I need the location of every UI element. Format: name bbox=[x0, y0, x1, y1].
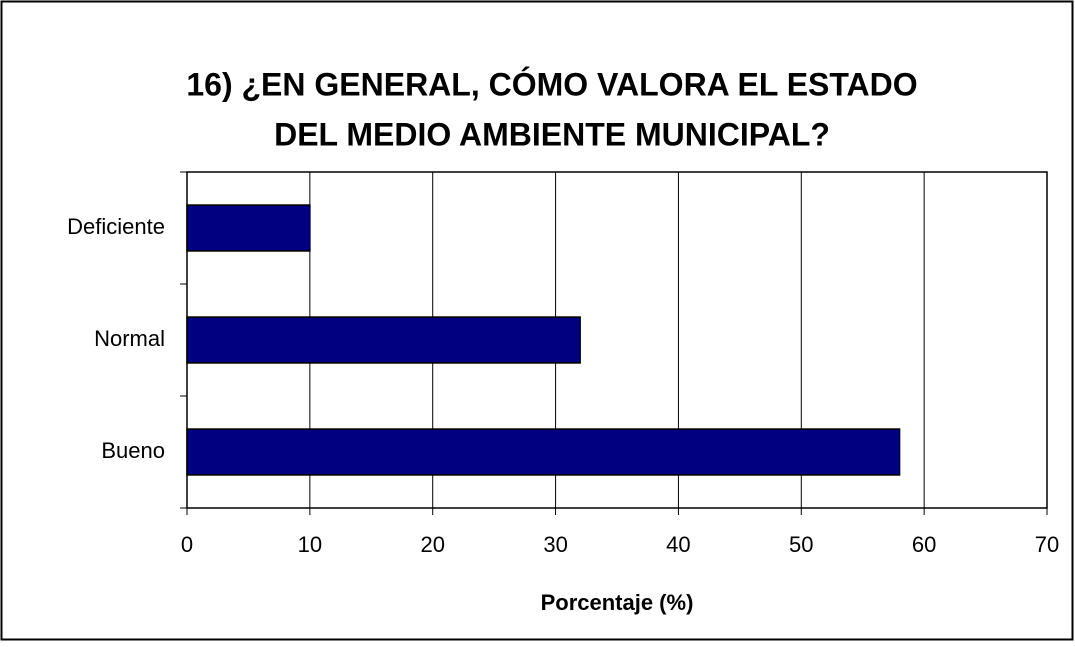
plot-border bbox=[186, 171, 1048, 509]
x-tick-label: 0 bbox=[181, 532, 193, 557]
y-tick-label: Normal bbox=[94, 326, 165, 351]
x-tick-label: 40 bbox=[666, 532, 690, 557]
y-tick-label: Bueno bbox=[101, 438, 165, 463]
x-tick-label: 20 bbox=[420, 532, 444, 557]
x-tick-label: 10 bbox=[298, 532, 322, 557]
chart-title: DEL MEDIO AMBIENTE MUNICIPAL? bbox=[274, 116, 830, 152]
x-axis-label: Porcentaje (%) bbox=[541, 590, 694, 615]
x-tick-label: 30 bbox=[543, 532, 567, 557]
bar bbox=[186, 428, 901, 476]
chart-title: 16) ¿EN GENERAL, CÓMO VALORA EL ESTADO bbox=[186, 66, 917, 102]
bar bbox=[186, 316, 581, 364]
x-tick-label: 60 bbox=[912, 532, 936, 557]
x-tick-label: 50 bbox=[789, 532, 813, 557]
x-tick-label: 70 bbox=[1035, 532, 1059, 557]
bar bbox=[186, 204, 311, 252]
y-tick-label: Deficiente bbox=[67, 214, 165, 239]
